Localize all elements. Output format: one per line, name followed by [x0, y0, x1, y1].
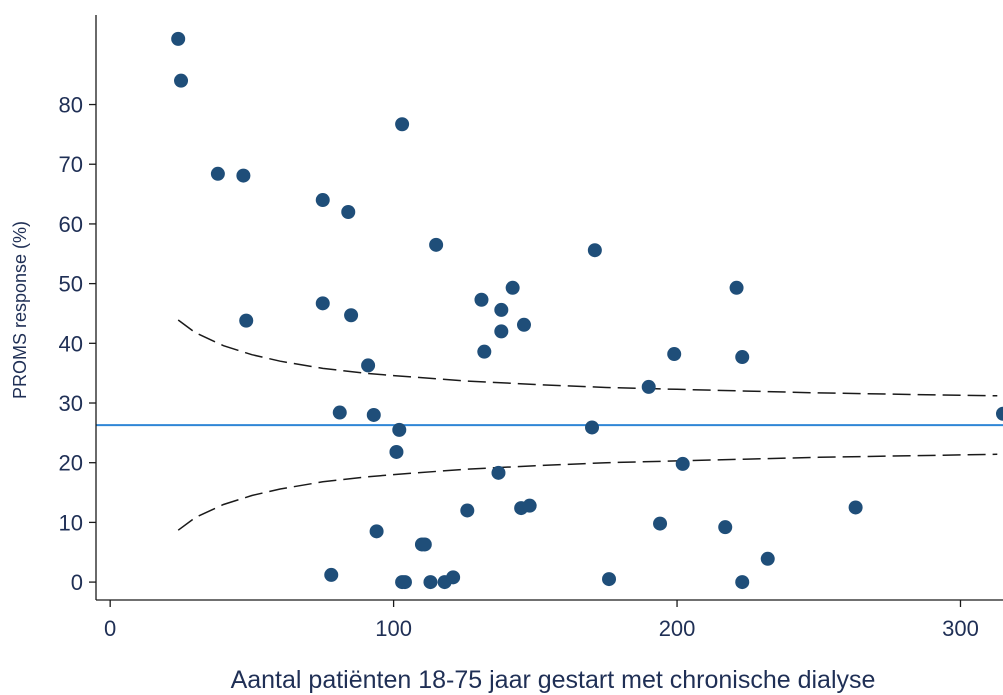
data-point	[397, 575, 412, 590]
data-point	[446, 570, 461, 585]
data-point	[522, 498, 537, 513]
y-tick-label: 20	[59, 451, 83, 476]
data-point	[210, 166, 225, 181]
data-point	[239, 313, 254, 328]
data-point	[505, 280, 520, 295]
data-point	[389, 444, 404, 459]
y-tick-label: 70	[59, 152, 83, 177]
data-point	[236, 168, 251, 183]
data-point	[653, 516, 668, 531]
data-point	[675, 456, 690, 471]
data-point	[718, 520, 733, 535]
x-tick-label: 200	[659, 616, 696, 641]
y-tick-label: 0	[71, 570, 83, 595]
data-point	[735, 575, 750, 590]
data-point	[516, 317, 531, 332]
data-point	[760, 551, 775, 566]
y-tick-label: 40	[59, 331, 83, 356]
data-point	[477, 344, 492, 359]
data-point	[602, 572, 617, 587]
data-point	[474, 292, 489, 307]
funnel-upper-limit	[177, 319, 998, 397]
data-point	[315, 193, 330, 208]
data-point	[587, 243, 602, 258]
data-point	[174, 73, 189, 88]
data-point	[366, 407, 381, 422]
data-point	[735, 350, 750, 365]
y-tick-label: 60	[59, 212, 83, 237]
y-axis-label: PROMS response (%)	[10, 221, 30, 399]
y-tick-label: 50	[59, 272, 83, 297]
data-point	[494, 302, 509, 317]
data-point	[361, 358, 376, 373]
data-point	[429, 237, 444, 252]
data-point	[395, 117, 410, 132]
data-point	[641, 379, 656, 394]
data-point	[423, 575, 438, 590]
data-point	[491, 465, 506, 480]
x-tick-label: 100	[375, 616, 412, 641]
data-point	[848, 500, 863, 515]
data-point	[417, 537, 432, 552]
x-tick-label: 0	[104, 616, 116, 641]
data-points	[171, 31, 1003, 590]
axes: 0 10 20 30 40 50 60 70 80 0 100 200 300	[59, 15, 1003, 641]
y-tick-label: 10	[59, 510, 83, 535]
y-tick-label: 30	[59, 391, 83, 416]
data-point	[996, 406, 1003, 421]
data-point	[341, 204, 356, 219]
funnel-lower-limit	[177, 453, 998, 531]
data-point	[369, 524, 384, 539]
y-tick-label: 80	[59, 93, 83, 118]
data-point	[332, 405, 347, 420]
data-point	[171, 31, 186, 46]
data-point	[392, 422, 407, 437]
data-point	[344, 308, 359, 323]
data-point	[460, 503, 475, 518]
data-point	[315, 296, 330, 311]
data-point	[667, 347, 682, 362]
x-axis-label: Aantal patiënten 18-75 jaar gestart met …	[231, 666, 876, 694]
data-point	[585, 420, 600, 435]
data-point	[729, 280, 744, 295]
x-tick-label: 300	[942, 616, 979, 641]
data-point	[494, 324, 509, 339]
data-point	[324, 567, 339, 582]
